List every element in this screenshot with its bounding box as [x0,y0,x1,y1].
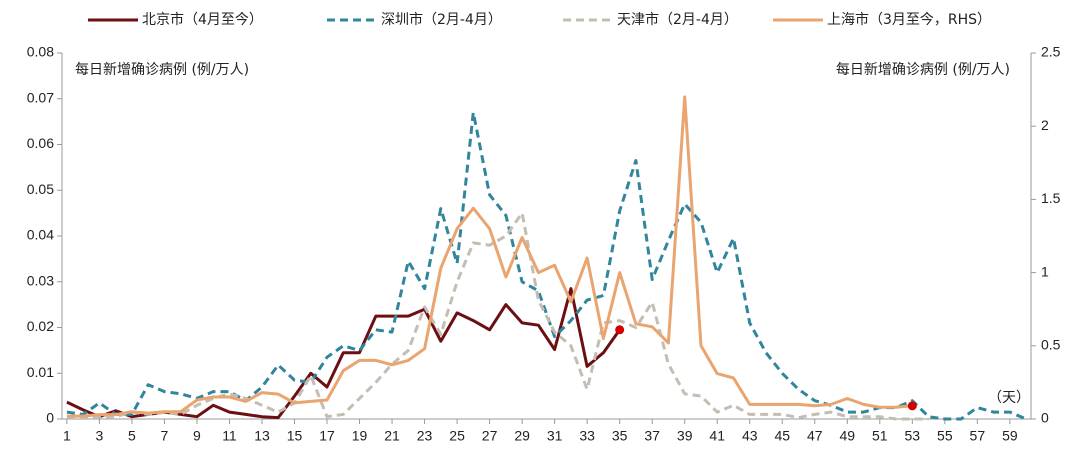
x-tick-label: 5 [128,428,136,444]
x-tick-label: 53 [905,428,921,444]
x-tick-label: 19 [352,428,368,444]
x-tick-label: 23 [417,428,433,444]
y-tick-label: 0.06 [27,135,54,151]
x-tick-label: 7 [161,428,169,444]
right-axis-label: 每日新增确诊病例 (例/万人) [836,62,1010,78]
y2-tick-label: 2 [1041,117,1049,133]
x-tick-label: 59 [1002,428,1018,444]
x-tick-label: 47 [807,428,823,444]
x-tick-label: 21 [384,428,400,444]
y-tick-label: 0.08 [27,44,54,60]
end-marker [907,401,917,411]
x-tick-label: 17 [319,428,335,444]
left-axis-label: 每日新增确诊病例 (例/万人) [75,62,249,78]
end-marker [615,325,625,335]
legend-label: 上海市（3月至今，RHS） [827,11,991,28]
y-tick-label: 0.05 [27,181,54,197]
y-tick-label: 0 [46,410,54,426]
x-tick-label: 11 [222,428,237,444]
x-tick-label: 33 [579,428,595,444]
y-tick-label: 0.03 [27,272,54,288]
x-tick-label: 1 [63,428,71,444]
x-tick-label: 55 [937,428,953,444]
x-tick-label: 35 [612,428,628,444]
x-tick-label: 57 [970,428,986,444]
x-tick-label: 45 [774,428,790,444]
x-tick-label: 51 [872,428,888,444]
x-tick-label: 49 [839,428,855,444]
x-tick-label: 39 [677,428,693,444]
series-line [66,211,929,421]
x-tick-label: 13 [254,428,270,444]
x-tick-label: 15 [287,428,303,444]
y2-tick-label: 0.5 [1041,337,1061,353]
y2-tick-label: 2.5 [1041,44,1061,60]
x-tick-label: 27 [482,428,498,444]
x-tick-label: 29 [514,428,530,444]
x-tick-label: 41 [709,428,725,444]
x-tick-label: 3 [95,428,103,444]
y-tick-label: 0.04 [27,227,54,243]
legend-label: 北京市（4月至今） [142,11,263,28]
legend-label: 深圳市（2月-4月） [381,11,502,28]
series-line [66,111,1027,421]
y2-tick-label: 0 [1041,410,1049,426]
series-line [66,95,913,418]
y-tick-label: 0.07 [27,89,54,105]
y2-tick-label: 1 [1041,263,1049,279]
x-tick-label: 43 [742,428,758,444]
x-tick-label: 31 [547,428,563,444]
series-line [66,287,621,420]
y2-tick-label: 1.5 [1041,190,1061,206]
x-tick-label: 37 [644,428,660,444]
y-tick-label: 0.02 [27,318,54,334]
legend-label: 天津市（2月-4月） [617,11,738,28]
x-tick-label: 25 [449,428,465,444]
x-unit-label: （天） [988,390,1030,406]
x-tick-label: 9 [193,428,201,444]
y-tick-label: 0.01 [27,364,54,380]
